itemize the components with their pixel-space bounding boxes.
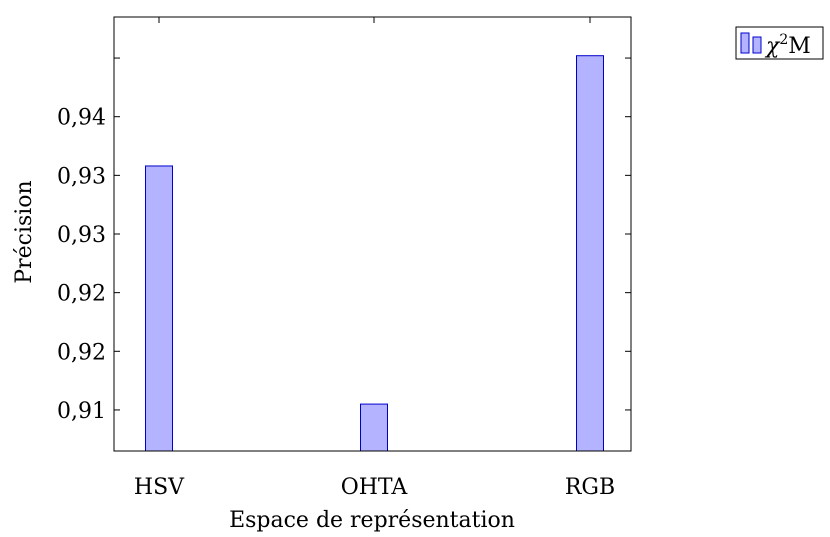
legend-suffix: M — [788, 34, 811, 59]
legend-exponent: 2 — [779, 32, 788, 48]
x-tick-label: HSV — [134, 475, 185, 500]
legend-frame — [735, 26, 824, 60]
x-tick-labels: HSV OHTA RGB — [134, 475, 615, 500]
x-tick-label: RGB — [565, 475, 615, 500]
y-tick-label: 0,92 — [57, 282, 106, 307]
y-tick-label: 0,91 — [57, 399, 106, 424]
y-axis-title: Précision — [12, 180, 37, 283]
legend-label: χ2M — [764, 32, 811, 59]
legend-chi: χ — [764, 34, 781, 59]
legend-swatch-bar-1 — [740, 32, 750, 54]
legend-swatch-bar-2 — [752, 36, 762, 54]
bars — [145, 55, 604, 452]
bar-ohta — [360, 403, 388, 452]
x-axis-title: Espace de représentation — [229, 508, 515, 533]
y-tick-label: 0,93 — [57, 164, 106, 189]
plot-frame — [113, 16, 632, 452]
y-tick-label: 0,94 — [57, 106, 106, 131]
y-tick-label: 0,93 — [57, 223, 106, 248]
y-tick-labels: 0,91 0,92 0,92 0,93 0,93 0,94 — [57, 106, 106, 424]
bar-rgb — [576, 55, 604, 452]
y-axis-ticks — [114, 57, 631, 411]
y-tick-label: 0,92 — [57, 340, 106, 365]
x-axis-ticks — [158, 17, 591, 451]
x-tick-label: OHTA — [341, 475, 409, 500]
bar-hsv — [145, 165, 173, 452]
legend: χ2M — [735, 26, 824, 60]
